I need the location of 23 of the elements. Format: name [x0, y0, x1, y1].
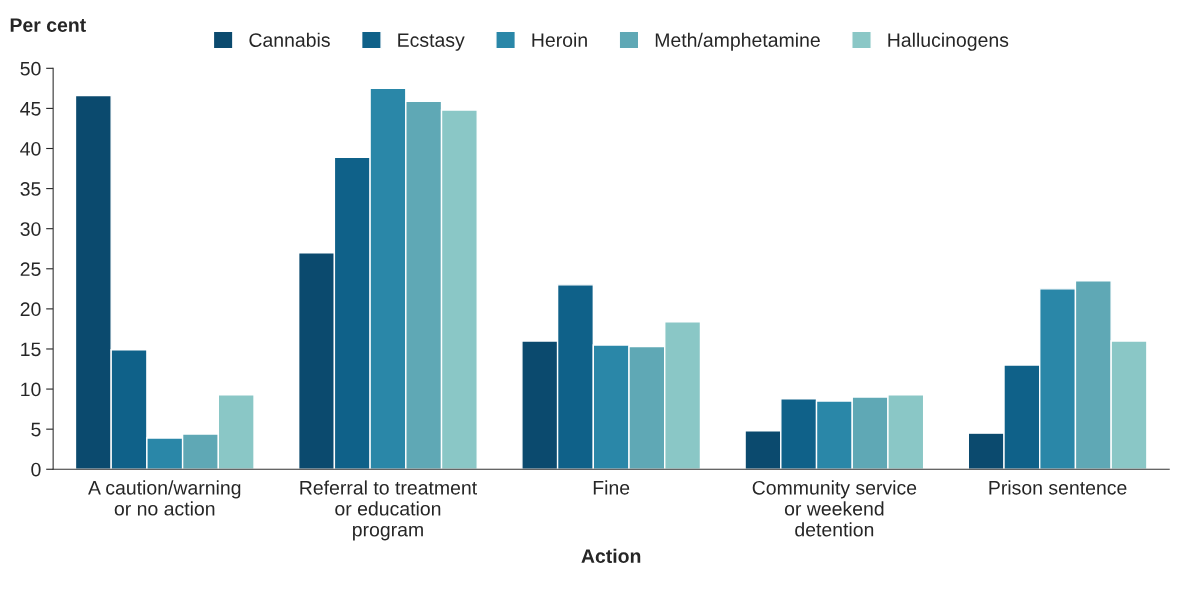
y-tick-label: 30	[20, 222, 41, 236]
legend-label: Ecstasy	[398, 33, 465, 51]
y-tick-label: 35	[20, 182, 41, 196]
legend-label: Heroin	[532, 32, 587, 47]
legend-label: Cannabis	[249, 32, 330, 47]
y-tick-label: 10	[21, 382, 41, 397]
y-tick-label: 15	[21, 342, 41, 357]
y-tick-label: 5	[31, 422, 41, 437]
y-tick-label: 0	[31, 462, 41, 477]
legend-label: Hallucinogens	[888, 32, 1009, 51]
x-tick-label: A caution/warning or no action	[88, 480, 241, 516]
x-axis-title: Action	[581, 548, 641, 563]
y-tick-label: 50	[20, 61, 41, 76]
y-tick-label: 45	[20, 102, 41, 116]
legend-label: Meth/amphetamine	[655, 32, 820, 51]
y-tick-label: 25	[20, 262, 41, 277]
y-tick-label: 40	[20, 141, 41, 156]
x-tick-label: Fine	[593, 480, 630, 495]
x-tick-label: Referral to treatment or education program	[300, 480, 477, 541]
x-tick-label: Community service or weekend detention	[752, 480, 917, 537]
y-axis-title: Per cent	[10, 18, 86, 32]
y-tick-label: 20	[20, 302, 41, 317]
x-tick-label: Prison sentence	[989, 480, 1127, 495]
